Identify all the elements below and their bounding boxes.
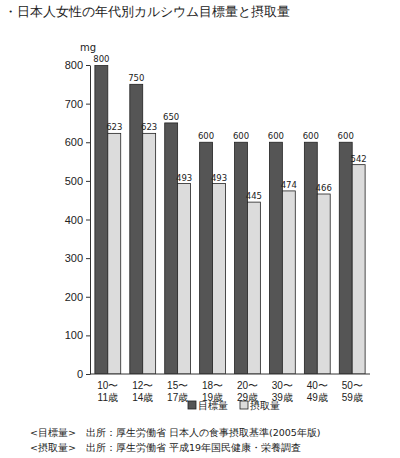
data-label: 600 — [338, 131, 354, 141]
series-bars — [108, 133, 365, 374]
bar — [95, 65, 108, 374]
y-tick: 0 — [77, 368, 90, 380]
data-label: 623 — [106, 122, 122, 132]
y-tick-label: 800 — [65, 59, 83, 71]
series-bars — [95, 65, 352, 374]
source-note: <摂取量> 出所：厚生労働省 平成19年国民健康・栄養調査 — [30, 442, 301, 453]
y-tick-label: 600 — [65, 136, 83, 148]
bar — [269, 142, 282, 374]
data-label: 474 — [281, 180, 297, 190]
bar — [178, 184, 191, 374]
x-tick: 18〜19歳 — [202, 374, 223, 403]
data-label: 466 — [316, 183, 332, 193]
data-label: 750 — [128, 73, 144, 83]
bar — [282, 191, 295, 374]
y-tick-mark — [86, 258, 90, 259]
legend: 目標量 摂取量 — [188, 400, 280, 411]
y-tick-mark — [86, 374, 90, 375]
y-tick: 700 — [65, 98, 90, 110]
data-label: 445 — [246, 191, 262, 201]
y-tick: 600 — [65, 136, 90, 148]
y-tick-mark — [86, 335, 90, 336]
x-tick-label: 15〜17歳 — [167, 380, 188, 403]
bar — [108, 133, 121, 374]
y-tick-label: 0 — [77, 368, 83, 380]
legend-swatch — [188, 401, 196, 409]
data-label: 623 — [141, 122, 157, 132]
y-tick: 500 — [65, 175, 90, 187]
x-tick: 30〜39歳 — [272, 374, 293, 403]
legend-label: 摂取量 — [250, 400, 280, 411]
x-axis-line — [90, 374, 370, 375]
x-tick: 40〜49歳 — [307, 374, 328, 403]
y-tick: 100 — [65, 329, 90, 341]
bar — [165, 123, 178, 374]
data-label: 600 — [198, 131, 214, 141]
bar — [235, 142, 248, 374]
x-tick: 50〜59歳 — [342, 374, 363, 403]
y-tick-mark — [86, 297, 90, 298]
y-tick-label: 300 — [65, 252, 83, 264]
x-tick: 20〜29歳 — [237, 374, 258, 403]
y-axis-label: mg — [80, 42, 96, 53]
data-label: 650 — [163, 112, 179, 122]
x-tick: 15〜17歳 — [167, 374, 188, 403]
y-tick-mark — [86, 65, 90, 66]
y-axis: 0 100 200 300 400 500 600 700 800 — [65, 59, 91, 380]
bar — [247, 202, 260, 374]
x-tick-label: 50〜59歳 — [342, 380, 363, 403]
bars — [95, 65, 365, 374]
legend-label: 目標量 — [198, 400, 228, 411]
data-label: 800 — [93, 54, 109, 64]
x-tick-label: 10〜11歳 — [97, 380, 118, 403]
bar — [352, 165, 365, 374]
y-tick-label: 700 — [65, 98, 83, 110]
data-label: 493 — [176, 173, 192, 183]
data-label: 493 — [211, 173, 227, 183]
x-tick: 10〜11歳 — [97, 374, 118, 403]
y-tick-mark — [86, 220, 90, 221]
bar — [143, 133, 156, 374]
data-label: 600 — [268, 131, 284, 141]
y-tick-label: 200 — [65, 291, 83, 303]
bar — [317, 194, 330, 374]
source-note: <目標量> 出所：厚生労働省 日本人の食事摂取基準(2005年版) — [30, 427, 321, 438]
y-tick-label: 500 — [65, 175, 83, 187]
legend-swatch — [240, 401, 248, 409]
y-tick: 800 — [65, 59, 90, 71]
title: ・日本人女性の年代別カルシウム目標量と摂取量 — [4, 4, 290, 19]
y-tick-mark — [86, 104, 90, 105]
bar — [339, 142, 352, 374]
y-tick-mark — [86, 142, 90, 143]
x-tick-label: 40〜49歳 — [307, 380, 328, 403]
y-tick-label: 400 — [65, 214, 83, 226]
data-label: 600 — [303, 131, 319, 141]
x-axis: 10〜11歳 12〜14歳 15〜17歳 18〜19歳 20〜29歳 30〜39歳 40〜4… — [90, 374, 370, 403]
data-label: 542 — [351, 154, 367, 164]
chart: ・日本人女性の年代別カルシウム目標量と摂取量 0 100 200 300 400 500 60… — [0, 0, 400, 458]
bar — [304, 142, 317, 374]
x-tick: 12〜14歳 — [132, 374, 153, 403]
y-tick: 200 — [65, 291, 90, 303]
y-tick-label: 100 — [65, 329, 83, 341]
bar — [213, 184, 226, 374]
y-tick: 300 — [65, 252, 90, 264]
y-tick-mark — [86, 181, 90, 182]
y-axis-line — [90, 66, 91, 375]
data-labels: 800 750 650 600 600 600 600 600 623 623 493 493 445 4… — [93, 54, 367, 201]
x-tick-label: 12〜14歳 — [132, 380, 153, 403]
y-tick: 400 — [65, 214, 90, 226]
data-label: 600 — [233, 131, 249, 141]
